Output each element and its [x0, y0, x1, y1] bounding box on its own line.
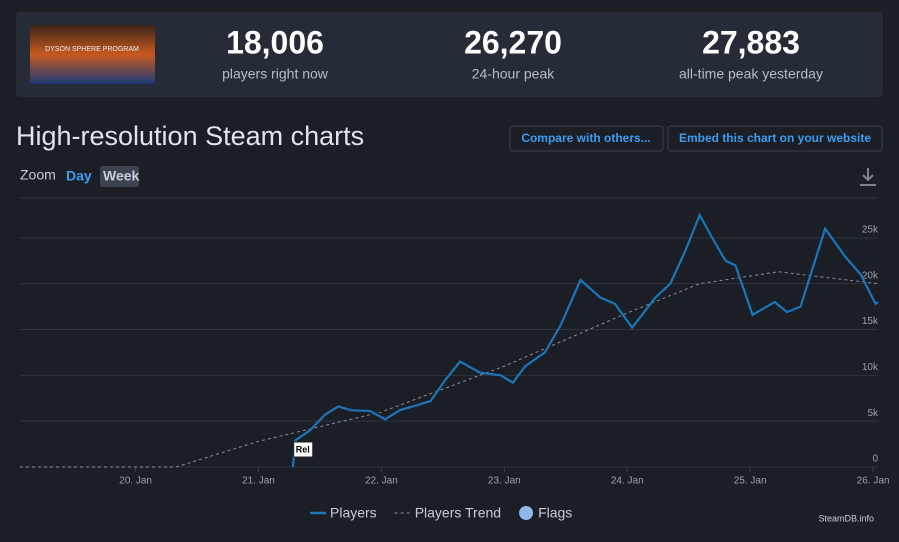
- y-tick-label: 0: [872, 454, 878, 465]
- y-tick-label: 5k: [867, 408, 879, 419]
- embed-button[interactable]: [667, 125, 883, 152]
- stat-value: 26,270: [464, 24, 562, 60]
- x-tick-label: 21. Jan: [242, 476, 275, 487]
- logo-text: DYSON SPHERE PROGRAM: [45, 46, 139, 53]
- stat-label: 24-hour peak: [472, 66, 556, 82]
- zoom-label: Zoom: [20, 167, 56, 183]
- players-line: [291, 212, 879, 468]
- compare-button[interactable]: [509, 125, 664, 152]
- legend-swatch: [519, 506, 534, 520]
- game-logo[interactable]: [30, 25, 155, 84]
- zoom-week[interactable]: Week: [103, 168, 140, 184]
- compare-button-text: Compare with others...: [521, 131, 650, 145]
- y-tick-label: 10k: [862, 362, 879, 373]
- y-tick-label: 25k: [862, 224, 879, 235]
- y-tick-label: 20k: [862, 270, 879, 281]
- stat-value: 27,883: [702, 24, 800, 60]
- stat-label: players right now: [222, 66, 329, 82]
- y-tick-label: 15k: [862, 316, 879, 327]
- zoom-day[interactable]: Day: [66, 168, 92, 184]
- x-tick-label: 20. Jan: [119, 476, 152, 487]
- credit: SteamDB.info: [818, 513, 874, 523]
- flag: [293, 441, 314, 458]
- stat-value: 18,006: [226, 24, 324, 60]
- x-tick-label: 25. Jan: [734, 476, 767, 487]
- download-icon[interactable]: [860, 168, 876, 186]
- x-tick-label: 23. Jan: [488, 476, 521, 487]
- x-tick-label: 24. Jan: [611, 476, 644, 487]
- x-tick-label: 22. Jan: [365, 476, 398, 487]
- legend-label[interactable]: Players: [330, 505, 377, 521]
- trend-line: [20, 271, 879, 468]
- x-tick-label: 26. Jan: [857, 476, 890, 487]
- zoom-week-bg[interactable]: [100, 166, 139, 187]
- embed-button-text: Embed this chart on your website: [679, 131, 871, 145]
- stat-label: all-time peak yesterday: [679, 66, 823, 82]
- legend-label[interactable]: Flags: [538, 505, 572, 521]
- section-title: High-resolution Steam charts: [16, 121, 364, 151]
- legend-label[interactable]: Players Trend: [415, 505, 501, 521]
- flag-label: Rel: [296, 444, 310, 454]
- header-card: [16, 12, 883, 97]
